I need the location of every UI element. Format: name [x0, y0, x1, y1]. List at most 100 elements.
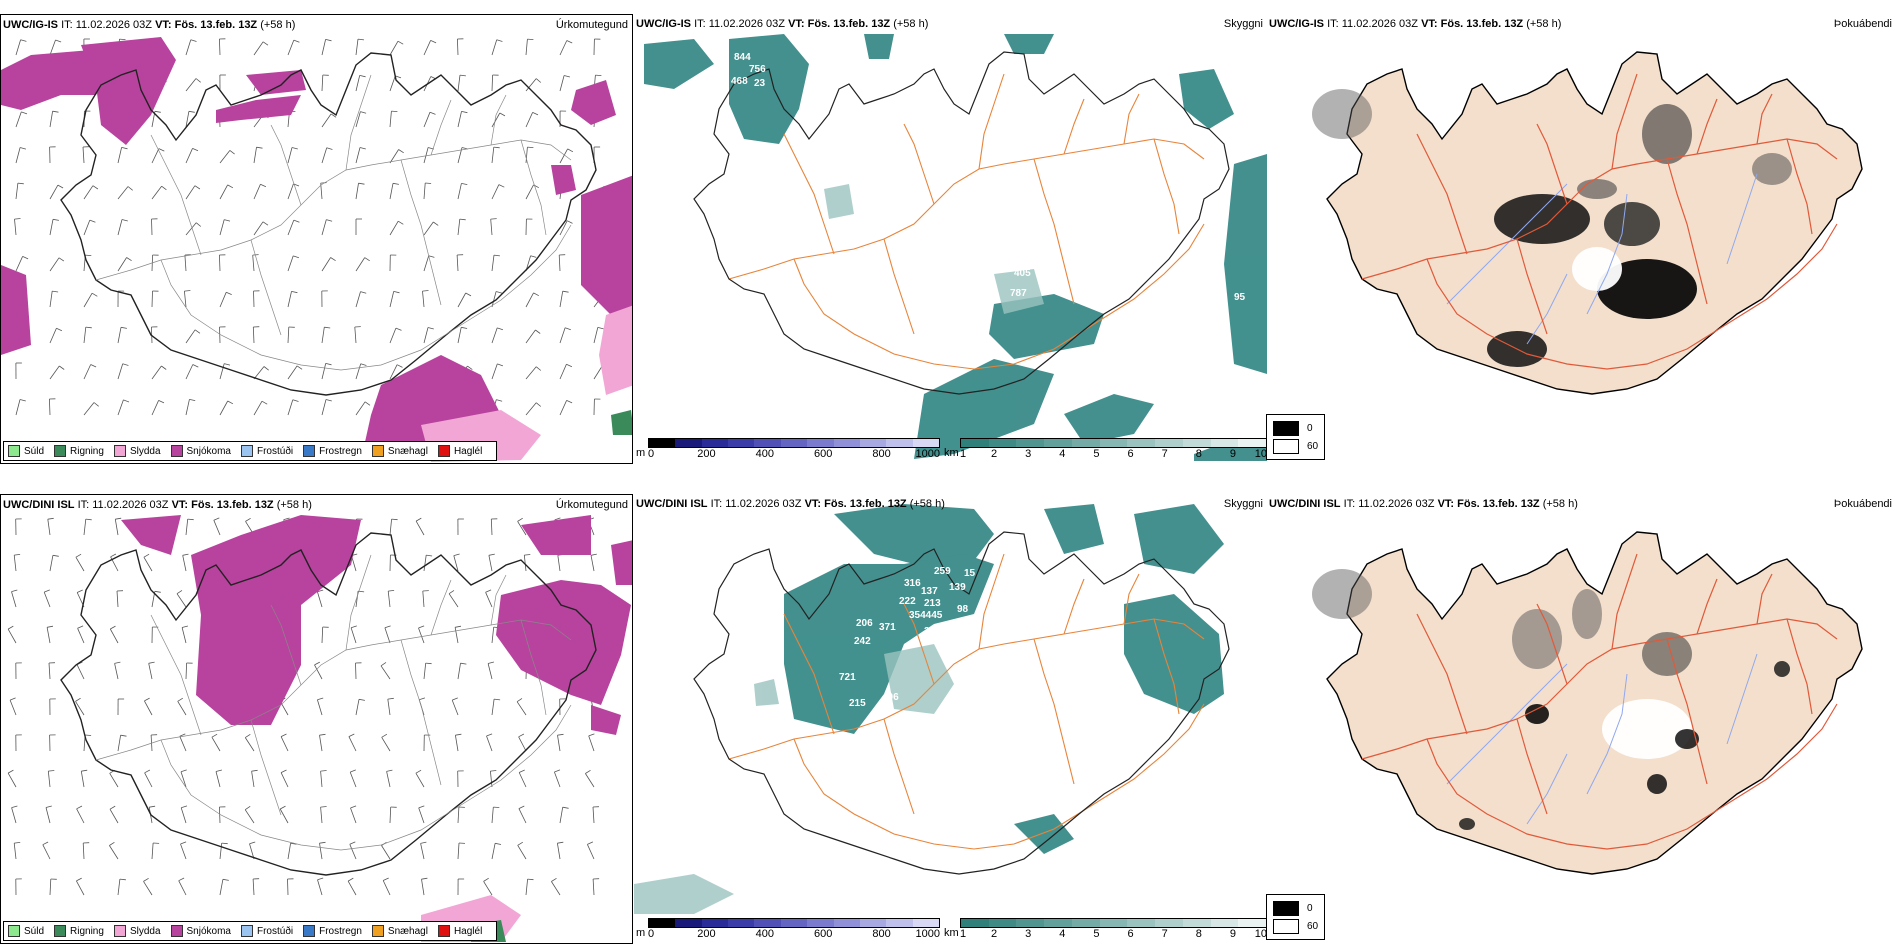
- ceiling-value-label: 23: [754, 78, 766, 89]
- legend-swatch: [371, 445, 384, 457]
- colorbar-swatch: [961, 919, 989, 927]
- ceiling-value-label: 405: [1014, 268, 1031, 279]
- precip-legend-item: Snæhagl: [371, 925, 428, 937]
- visibility-panel-ig: UWC/IG-IS IT: 11.02.2026 03Z VT: Fös. 13…: [634, 14, 1267, 464]
- precip-legend-item: Frostregn: [303, 925, 362, 937]
- fog-legend-item: 60: [1273, 917, 1318, 935]
- precip-legend-item: Snæhagl: [371, 445, 428, 457]
- colorbar-tick-label: 200: [697, 448, 716, 460]
- legend-label: Haglél: [453, 445, 483, 457]
- ceiling-value-label: 98: [957, 604, 969, 615]
- legend-label: 60: [1307, 920, 1319, 932]
- colorbar-swatch: [675, 919, 702, 927]
- colorbar-swatch: [1044, 919, 1072, 927]
- colorbar-tick-label: 1000: [915, 448, 940, 460]
- panel-type-label: Skyggni: [1223, 18, 1263, 30]
- fog-legend-dini: 0 60: [1266, 894, 1326, 940]
- precip-type-legend: Súld Rigning Slydda Snjókoma Frostúði Frostre…: [3, 441, 498, 461]
- colorbar-tick-label: 1: [960, 928, 967, 940]
- legend-swatch: [303, 925, 316, 937]
- colorbar-tick-label: 1: [960, 448, 967, 460]
- legend-label: Frostregn: [319, 445, 362, 457]
- legend-label: Slydda: [129, 925, 161, 937]
- ceiling-value-label: 213: [924, 598, 941, 609]
- colorbar-tick-label: 7: [1161, 928, 1168, 940]
- ceiling-value-label: 354445: [909, 610, 943, 621]
- colorbar-swatch: [780, 919, 808, 927]
- ceiling-value-label: 721: [839, 672, 856, 683]
- legend-swatch: [371, 925, 384, 937]
- colorbar-swatch: [807, 439, 834, 447]
- colorbar-tick-label: 2: [991, 928, 998, 940]
- colorbar-swatch: [988, 439, 1017, 447]
- legend-swatch: [240, 445, 253, 457]
- precip-legend-item: Haglél: [437, 925, 482, 937]
- panel-header: UWC/DINI ISL IT: 11.02.2026 03Z VT: Fös.…: [1269, 498, 1578, 510]
- colorbar-tick-label: 8: [1195, 928, 1202, 940]
- legend-label: 60: [1307, 440, 1319, 452]
- ceiling-value-label: 756: [749, 64, 766, 75]
- ceiling-value-label: 259: [934, 566, 951, 577]
- colorbar-swatch: [754, 919, 781, 927]
- panel-type-label: Úrkomutegund: [555, 499, 628, 511]
- precip-legend-item: Snjókoma: [170, 445, 231, 457]
- colorbar-swatch: [859, 439, 887, 447]
- colorbar-tick-label: 800: [872, 448, 891, 460]
- panel-header: UWC/DINI ISL IT: 11.02.2026 03Z VT: Fös.…: [636, 498, 945, 510]
- legend-label: 0: [1307, 902, 1313, 914]
- precip-legend-item: Rigning: [54, 445, 104, 457]
- panel-header: UWC/IG-IS IT: 11.02.2026 03Z VT: Fös. 13…: [1269, 18, 1562, 30]
- visibility-unit: km: [944, 447, 959, 459]
- legend-swatch: [8, 445, 20, 457]
- ceiling-value-label: 139: [949, 582, 966, 593]
- ceiling-colorbar-ticks: 0 200 400 600 800 1000: [648, 448, 940, 462]
- visibility-unit: km: [944, 927, 959, 939]
- colorbar-tick-label: 800: [872, 928, 891, 940]
- colorbar-tick-label: 600: [814, 928, 833, 940]
- legend-label: Súld: [24, 445, 45, 457]
- ceiling-value-label: 215: [849, 698, 866, 709]
- legend-swatch: [113, 925, 126, 937]
- legend-swatch: [1273, 420, 1299, 436]
- colorbar-tick-label: 400: [755, 928, 774, 940]
- legend-swatch: [1273, 900, 1299, 916]
- colorbar-swatch: [1016, 919, 1045, 927]
- ceiling-unit: m: [636, 927, 646, 939]
- legend-swatch: [437, 445, 450, 457]
- fog-legend-ig: 0 60: [1266, 414, 1326, 460]
- fog-legend-item: 60: [1273, 437, 1318, 455]
- legend-swatch: [240, 925, 253, 937]
- colorbar-swatch: [1182, 439, 1211, 447]
- colorbar-swatch: [701, 919, 729, 927]
- colorbar-tick-label: 5: [1093, 448, 1100, 460]
- colorbar-tick-label: 5: [1093, 928, 1100, 940]
- fog-indicator-panel-ig: UWC/IG-IS IT: 11.02.2026 03Z VT: Fös. 13…: [1267, 14, 1900, 464]
- precip-legend-item: Slydda: [113, 445, 161, 457]
- panel-type-label: Þokuábendi: [1833, 498, 1892, 510]
- colorbar-tick-label: 1000: [915, 928, 940, 940]
- legend-label: Frostúði: [256, 445, 294, 457]
- colorbar-swatch: [807, 919, 834, 927]
- light-visibility-areas: [634, 644, 954, 914]
- ceiling-unit: m: [636, 447, 646, 459]
- precip-legend-item: Slydda: [113, 925, 161, 937]
- colorbar-swatch: [1099, 919, 1128, 927]
- precip-legend-item: Frostúði: [240, 925, 293, 937]
- ceiling-value-label: 15: [964, 568, 976, 579]
- panel-type-label: Skyggni: [1223, 498, 1263, 510]
- legend-swatch: [8, 925, 20, 937]
- legend-swatch: [54, 925, 67, 937]
- legend-label: Frostregn: [319, 925, 362, 937]
- visibility-colorbar-swatches: [960, 918, 1267, 928]
- legend-label: Rigning: [70, 445, 104, 457]
- ceiling-colorbar-swatches: [648, 918, 940, 928]
- colorbar-swatch: [1127, 919, 1156, 927]
- precip-legend-item: Frostúði: [240, 445, 294, 457]
- colorbar-swatch: [912, 439, 939, 447]
- ceiling-colorbar-swatches: [648, 438, 940, 448]
- fog-areas: [1312, 569, 1790, 830]
- precip-type-legend: Súld Rigning Slydda Snjókoma Frostúði Frostre…: [3, 921, 498, 941]
